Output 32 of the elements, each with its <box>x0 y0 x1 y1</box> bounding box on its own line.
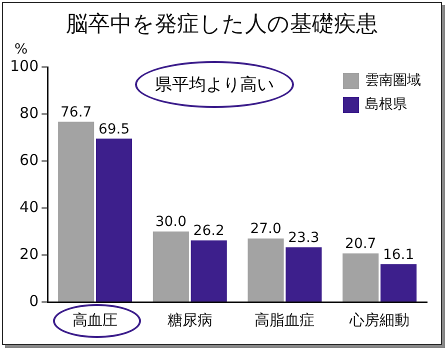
legend-label: 雲南圏域 <box>365 72 421 89</box>
annotation: 県平均より高い <box>155 75 274 95</box>
data-label: 76.7 <box>60 104 92 120</box>
y-tick-label: 20 <box>20 244 39 263</box>
y-tick-label: 40 <box>20 198 39 216</box>
x-tick-label: 高血圧 <box>72 310 118 329</box>
y-tick-label: 80 <box>20 104 39 122</box>
y-axis-title: % <box>14 42 28 58</box>
bar <box>96 138 132 302</box>
data-label: 27.0 <box>250 221 282 238</box>
bar <box>152 232 189 302</box>
bar <box>190 240 227 302</box>
speech-bubble: 県平均より高い <box>135 61 294 108</box>
data-label: 20.7 <box>345 236 376 252</box>
bar <box>380 264 417 302</box>
bar <box>286 247 322 302</box>
y-tick-label: 0 <box>29 292 39 310</box>
y-tick-label: 60 <box>20 150 39 169</box>
data-label: 30.0 <box>155 214 187 230</box>
data-label: 26.2 <box>193 223 224 240</box>
data-label: 23.3 <box>288 230 320 246</box>
x-tick-label: 高脂血症 <box>254 310 315 329</box>
data-label: 16.1 <box>382 246 414 263</box>
x-tick-label: 糖尿病 <box>167 310 212 329</box>
bar <box>248 238 284 302</box>
y-tick-label: 100 <box>10 56 39 75</box>
bar <box>342 253 379 302</box>
chart-title: 脳卒中を発症した人の基礎疾患 <box>65 11 379 39</box>
data-label: 69.5 <box>98 121 130 138</box>
bar <box>58 122 94 302</box>
x-tick-label: 心房細動 <box>348 310 410 329</box>
legend-label: 島根県 <box>365 96 407 113</box>
